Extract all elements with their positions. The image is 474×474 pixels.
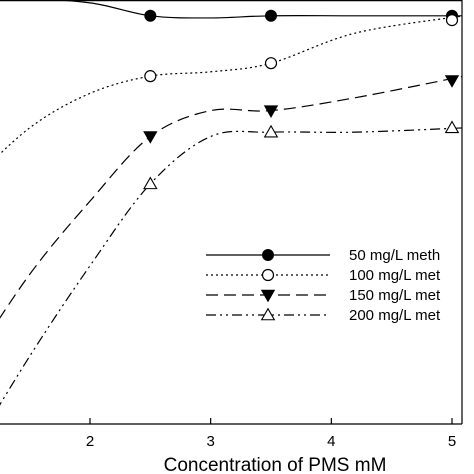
data-point-series-2-1 <box>144 70 157 83</box>
legend-marker-2 <box>261 268 275 282</box>
legend-label-2: 100 mg/L met <box>349 267 441 284</box>
x-tick-label-5: 5 <box>448 433 456 450</box>
series-line-3 <box>0 75 462 319</box>
data-point-series-3-1 <box>143 131 158 144</box>
legend-label-4: 200 mg/L met <box>349 307 441 324</box>
x-axis-title: Concentration of PMS mM <box>164 455 387 474</box>
series-line-4 <box>0 127 462 406</box>
plot-markers <box>143 9 460 190</box>
legend-marker-1 <box>262 249 274 261</box>
legend: 50 mg/L meth 100 mg/L met 150 mg/L met 200 … <box>206 247 441 324</box>
legend-label-1: 50 mg/L meth <box>349 247 440 264</box>
tick-labels: 2 3 4 5 <box>86 433 456 450</box>
data-point-series-1-2 <box>144 9 157 22</box>
series-line-1 <box>48 0 462 19</box>
legend-label-3: 150 mg/L met <box>349 287 441 304</box>
legend-marker-3 <box>260 289 276 303</box>
x-tick-label-4: 4 <box>327 433 335 450</box>
data-point-series-4-1 <box>143 176 158 190</box>
data-point-series-4-2 <box>263 124 279 138</box>
data-point-series-3-2 <box>263 105 279 118</box>
data-point-series-4-3 <box>444 120 460 134</box>
data-point-series-3-3 <box>444 75 460 88</box>
plot-lines <box>0 0 462 406</box>
x-tick-label-2: 2 <box>86 433 94 450</box>
x-tick-label-3: 3 <box>206 433 214 450</box>
data-point-series-2-2 <box>264 57 278 70</box>
axes <box>0 0 463 425</box>
data-point-series-2-3 <box>445 14 459 27</box>
legend-marker-4 <box>260 307 276 321</box>
data-point-series-1-3 <box>265 9 277 22</box>
series-line-2 <box>0 15 462 155</box>
